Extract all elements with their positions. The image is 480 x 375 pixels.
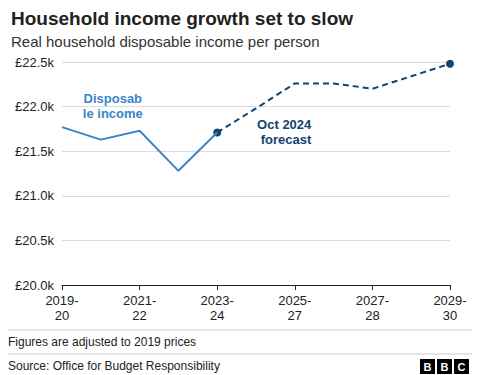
svg-text:20: 20 [55, 308, 69, 323]
svg-text:24: 24 [210, 308, 224, 323]
svg-text:2019-: 2019- [45, 293, 78, 308]
svg-text:Disposab: Disposab [84, 91, 143, 106]
svg-text:2021-: 2021- [123, 293, 156, 308]
svg-text:30: 30 [443, 308, 457, 323]
svg-text:£21.0k: £21.0k [15, 188, 55, 203]
svg-text:2023-: 2023- [201, 293, 234, 308]
svg-text:Figures are adjusted to 2019 p: Figures are adjusted to 2019 prices [8, 335, 196, 349]
svg-text:£21.5k: £21.5k [15, 144, 55, 159]
svg-text:le income: le income [83, 106, 143, 121]
svg-text:forecast: forecast [261, 132, 312, 147]
svg-text:Source: Office for Budget Resp: Source: Office for Budget Responsibility [8, 359, 220, 373]
svg-text:2025-: 2025- [278, 293, 311, 308]
svg-text:£22.0k: £22.0k [15, 99, 55, 114]
svg-text:27: 27 [288, 308, 302, 323]
svg-text:C: C [458, 361, 466, 373]
svg-text:£20.5k: £20.5k [15, 233, 55, 248]
svg-text:Household income growth set to: Household income growth set to slow [11, 8, 353, 29]
svg-text:2029-: 2029- [433, 293, 466, 308]
svg-text:Oct 2024: Oct 2024 [257, 117, 315, 132]
svg-text:22: 22 [132, 308, 146, 323]
svg-text:2027-: 2027- [356, 293, 389, 308]
svg-text:Real household disposable inco: Real household disposable income per per… [11, 33, 320, 50]
svg-text:£20.0k: £20.0k [15, 278, 55, 293]
svg-text:B: B [441, 361, 449, 373]
svg-text:£22.5k: £22.5k [15, 55, 55, 70]
svg-text:B: B [424, 361, 432, 373]
svg-text:28: 28 [365, 308, 379, 323]
